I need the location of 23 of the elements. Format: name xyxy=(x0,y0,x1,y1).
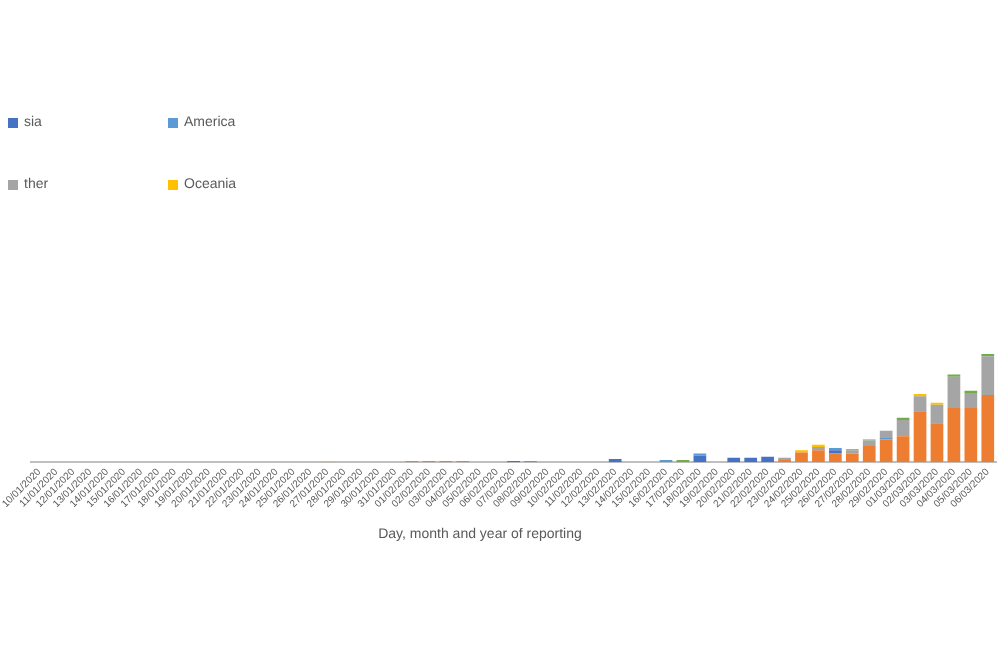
bar xyxy=(879,430,893,438)
bar xyxy=(845,453,859,463)
bar xyxy=(964,408,978,463)
bar xyxy=(744,457,758,463)
bar xyxy=(795,452,808,463)
bar xyxy=(913,396,927,412)
bar xyxy=(879,439,893,463)
bar xyxy=(930,423,944,463)
bar xyxy=(947,376,961,409)
bar xyxy=(981,395,995,463)
bar xyxy=(896,419,910,437)
bar xyxy=(727,457,741,463)
bar xyxy=(862,445,876,463)
bar xyxy=(862,440,876,446)
bar xyxy=(964,392,978,409)
bar xyxy=(896,436,910,463)
bar xyxy=(761,456,774,463)
bar xyxy=(829,453,842,463)
bar xyxy=(913,411,927,463)
bar xyxy=(947,408,961,463)
bar xyxy=(812,450,825,463)
bar xyxy=(981,356,995,396)
bar xyxy=(930,404,944,424)
